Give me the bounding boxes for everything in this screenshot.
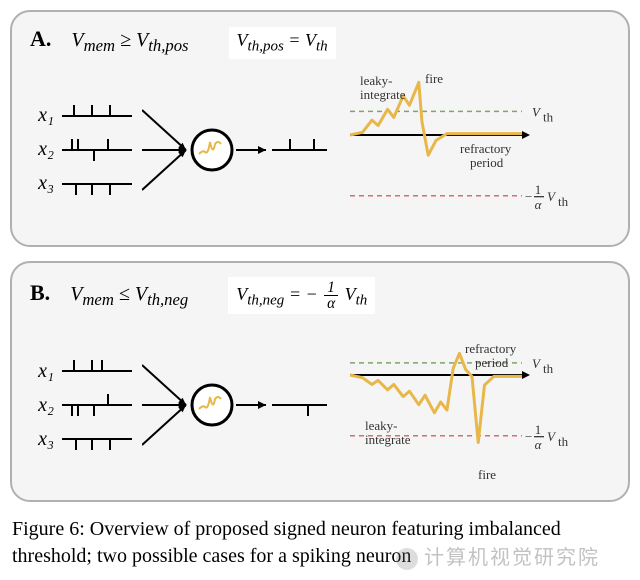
input-label: x₂ [30,394,54,417]
input-row: x₃ [30,425,132,453]
figure-caption: Figure 6: Overview of proposed signed ne… [10,516,630,570]
panel-a-letter: A. [30,26,51,52]
neuron-diagram-b [142,350,332,460]
svg-text:th: th [558,434,569,449]
svg-text:th: th [543,109,554,124]
panel-a-equation: Vth,pos = Vth [229,27,336,59]
input-label: x₁ [30,104,54,127]
svg-text:integrate: integrate [360,87,406,102]
svg-text:α: α [535,196,543,211]
watermark-logo-icon [396,548,418,570]
input-label: x₃ [30,172,54,195]
panel-b-letter: B. [30,280,50,306]
input-label: x₁ [30,360,54,383]
svg-text:fire: fire [425,71,443,86]
spike-train-x3 [62,425,132,453]
svg-text:integrate: integrate [365,432,411,447]
svg-text:V: V [547,188,557,203]
spike-train-x2 [62,391,132,419]
neuron-diagram-a [142,95,332,205]
svg-text:fire: fire [478,467,496,482]
svg-text:th: th [543,361,554,376]
input-label: x₂ [30,138,54,161]
panel-a: A. Vmem ≥ Vth,pos Vth,pos = Vth x₁ x₂ x₃… [10,10,630,247]
input-row: x₂ [30,391,132,419]
svg-text:1: 1 [535,181,542,196]
svg-text:period: period [470,155,504,170]
panel-a-condition: Vmem ≥ Vth,pos [71,29,188,56]
watermark: 计算机视觉研究院 [396,545,600,572]
panel-a-body: x₁ x₂ x₃ leaky-integrate fire refractorype… [30,65,610,235]
svg-text:V: V [532,104,542,119]
svg-text:α: α [535,437,543,452]
svg-text:V: V [547,429,557,444]
panel-b-condition: Vmem ≤ Vth,neg [70,283,188,310]
svg-text:refractory: refractory [465,341,517,356]
panel-b-header: B. Vmem ≤ Vth,neg Vth,neg = − 1α Vth [30,277,610,315]
svg-text:leaky-: leaky- [365,418,397,433]
panel-a-header: A. Vmem ≥ Vth,pos Vth,pos = Vth [30,26,610,59]
spike-train-x1 [62,102,132,130]
input-row: x₁ [30,102,132,130]
spike-train-x3 [62,170,132,198]
input-row: x₁ [30,357,132,385]
watermark-text: 计算机视觉研究院 [424,547,600,569]
svg-text:th: th [558,193,569,208]
spike-train-x2 [62,136,132,164]
panel-a-inputs: x₁ x₂ x₃ [30,102,132,198]
membrane-plot-b: leaky-integrate fire refractoryperiod Vth −1… [342,320,572,490]
panel-b-body: x₁ x₂ x₃ leaky-integrate fire refractorype… [30,320,610,490]
svg-text:refractory: refractory [460,141,512,156]
panel-b: B. Vmem ≤ Vth,neg Vth,neg = − 1α Vth x₁ … [10,261,630,503]
membrane-plot-a: leaky-integrate fire refractoryperiod Vth −1… [342,65,572,235]
svg-text:1: 1 [535,422,542,437]
spike-train-x1 [62,357,132,385]
svg-text:−: − [525,188,532,203]
panel-b-inputs: x₁ x₂ x₃ [30,357,132,453]
svg-text:leaky-: leaky- [360,73,392,88]
input-row: x₂ [30,136,132,164]
panel-b-equation: Vth,neg = − 1α Vth [228,277,375,315]
input-row: x₃ [30,170,132,198]
input-label: x₃ [30,428,54,451]
svg-text:period: period [475,355,509,370]
svg-text:V: V [532,356,542,371]
svg-text:−: − [525,429,532,444]
